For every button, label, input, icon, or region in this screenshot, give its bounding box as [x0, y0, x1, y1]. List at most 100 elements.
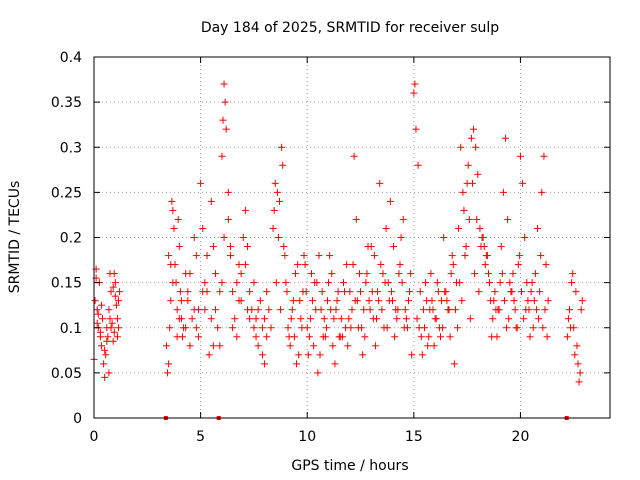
y-tick-label: 0.3: [60, 140, 82, 156]
y-tick-label: 0: [73, 411, 82, 427]
data-point: [430, 342, 438, 350]
data-point: [544, 297, 552, 305]
data-point: [199, 288, 207, 296]
data-point: [385, 297, 393, 305]
data-point: [113, 315, 121, 323]
data-point: [278, 143, 286, 151]
data-point: [177, 297, 185, 305]
data-point: [184, 297, 192, 305]
data-point: [261, 315, 269, 323]
data-point: [96, 328, 104, 336]
data-point: [522, 306, 530, 314]
data-point: [277, 306, 285, 314]
data-point: [499, 188, 507, 196]
data-point: [325, 279, 333, 287]
data-point: [433, 279, 441, 287]
data-point: [229, 324, 237, 332]
data-point: [219, 116, 227, 124]
data-point: [330, 315, 338, 323]
data-point: [539, 324, 547, 332]
x-tick-label: 20: [512, 429, 530, 445]
data-point: [564, 315, 572, 323]
data-point: [524, 297, 532, 305]
data-point: [116, 288, 124, 296]
data-point: [170, 224, 178, 232]
data-point: [222, 125, 230, 133]
data-point: [373, 315, 381, 323]
data-point: [432, 315, 440, 323]
data-point: [360, 306, 368, 314]
data-point: [298, 324, 306, 332]
data-point: [226, 243, 234, 251]
data-point: [569, 270, 577, 278]
data-point: [538, 188, 546, 196]
data-point: [457, 143, 465, 151]
data-point: [112, 301, 120, 309]
data-point: [220, 234, 228, 241]
data-point: [359, 351, 367, 359]
data-point: [455, 224, 463, 232]
data-point: [407, 270, 415, 278]
data-point: [252, 315, 260, 323]
data-point: [518, 288, 526, 296]
data-point: [578, 297, 586, 305]
data-point: [481, 261, 489, 269]
data-point: [301, 261, 309, 269]
data-point: [405, 297, 413, 305]
data-point: [490, 297, 498, 305]
data-point: [408, 351, 416, 359]
data-point: [186, 342, 194, 350]
data-point: [300, 252, 308, 260]
data-point: [188, 315, 196, 323]
data-point: [115, 297, 123, 305]
data-point: [209, 342, 217, 350]
data-point: [201, 306, 209, 314]
data-point: [104, 333, 112, 341]
y-tick-label: 0.1: [60, 321, 82, 337]
data-point: [192, 324, 200, 332]
data-point: [190, 306, 198, 314]
data-point: [460, 206, 468, 214]
data-point: [314, 369, 322, 377]
data-point: [331, 360, 339, 368]
data-point: [169, 279, 177, 287]
data-point: [415, 324, 423, 332]
y-tick-label: 0.25: [51, 185, 82, 201]
data-point: [434, 288, 442, 296]
data-point: [224, 215, 232, 223]
data-point: [513, 324, 521, 332]
data-point: [477, 243, 485, 251]
data-point: [507, 288, 515, 296]
data-point: [173, 306, 181, 314]
data-point: [386, 197, 394, 205]
data-point: [473, 215, 481, 223]
data-point: [489, 315, 497, 323]
data-point: [459, 188, 467, 196]
data-point: [173, 333, 181, 341]
data-point: [276, 197, 284, 205]
data-point: [379, 270, 387, 278]
data-point: [393, 315, 401, 323]
data-point: [527, 288, 535, 296]
data-point: [105, 306, 113, 314]
y-tick-label: 0.4: [60, 50, 82, 66]
data-point: [237, 270, 245, 278]
axis-ticks: 0 0.05 0.1 0.15 0.2 0.25 0.3 0.35 0.4 0 5 10 15 20: [51, 50, 610, 445]
data-point: [282, 279, 290, 287]
data-point: [175, 315, 183, 323]
data-point: [239, 234, 247, 241]
data-point: [295, 351, 303, 359]
data-point: [472, 143, 480, 151]
data-point: [326, 252, 334, 260]
x-tick-label: 10: [298, 429, 316, 445]
y-axis-title: SRMTID / TECUs: [7, 181, 23, 294]
data-point: [390, 243, 398, 251]
data-point: [113, 333, 121, 341]
data-point: [492, 306, 500, 314]
data-point: [413, 315, 421, 323]
data-point: [186, 270, 194, 278]
data-point: [199, 224, 207, 232]
data-point: [439, 324, 447, 332]
data-point: [418, 351, 426, 359]
